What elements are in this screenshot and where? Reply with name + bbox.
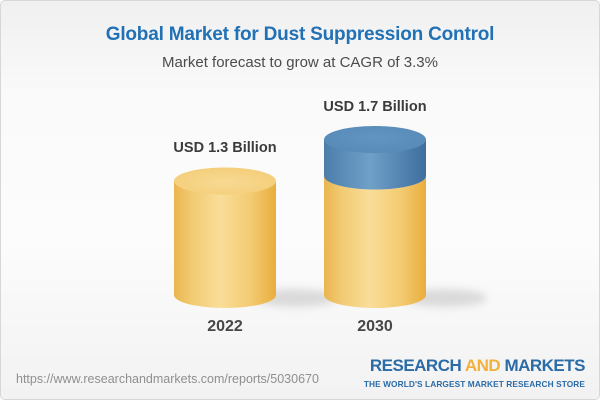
chart-title: Global Market for Dust Suppression Contr… bbox=[105, 24, 495, 45]
chart-subtitle: Market forecast to grow at CAGR of 3.3% bbox=[162, 54, 438, 71]
brand-logo: RESEARCH AND MARKETS THE WORLD'S LARGEST… bbox=[363, 356, 586, 389]
cylinder-2022 bbox=[174, 167, 276, 308]
value-label-2030: USD 1.7 Billion bbox=[323, 99, 427, 115]
brand-logo-tagline: THE WORLD'S LARGEST MARKET RESEARCH STOR… bbox=[363, 378, 585, 389]
logo-text-and: AND bbox=[464, 356, 501, 375]
cylinder-2030-growth-segment bbox=[324, 139, 426, 190]
brand-logo-wordmark: RESEARCH AND MARKETS bbox=[364, 356, 586, 376]
logo-text-research: RESEARCH bbox=[369, 356, 462, 375]
cylinder-2030 bbox=[324, 126, 426, 308]
logo-text-markets: MARKETS bbox=[504, 356, 585, 375]
cylinder-2030-base-segment bbox=[324, 176, 426, 308]
category-label-2022: 2022 bbox=[207, 318, 243, 335]
category-label-2030: 2030 bbox=[357, 318, 393, 335]
value-label-2022: USD 1.3 Billion bbox=[173, 140, 277, 156]
source-url: https://www.researchandmarkets.com/repor… bbox=[16, 372, 319, 386]
